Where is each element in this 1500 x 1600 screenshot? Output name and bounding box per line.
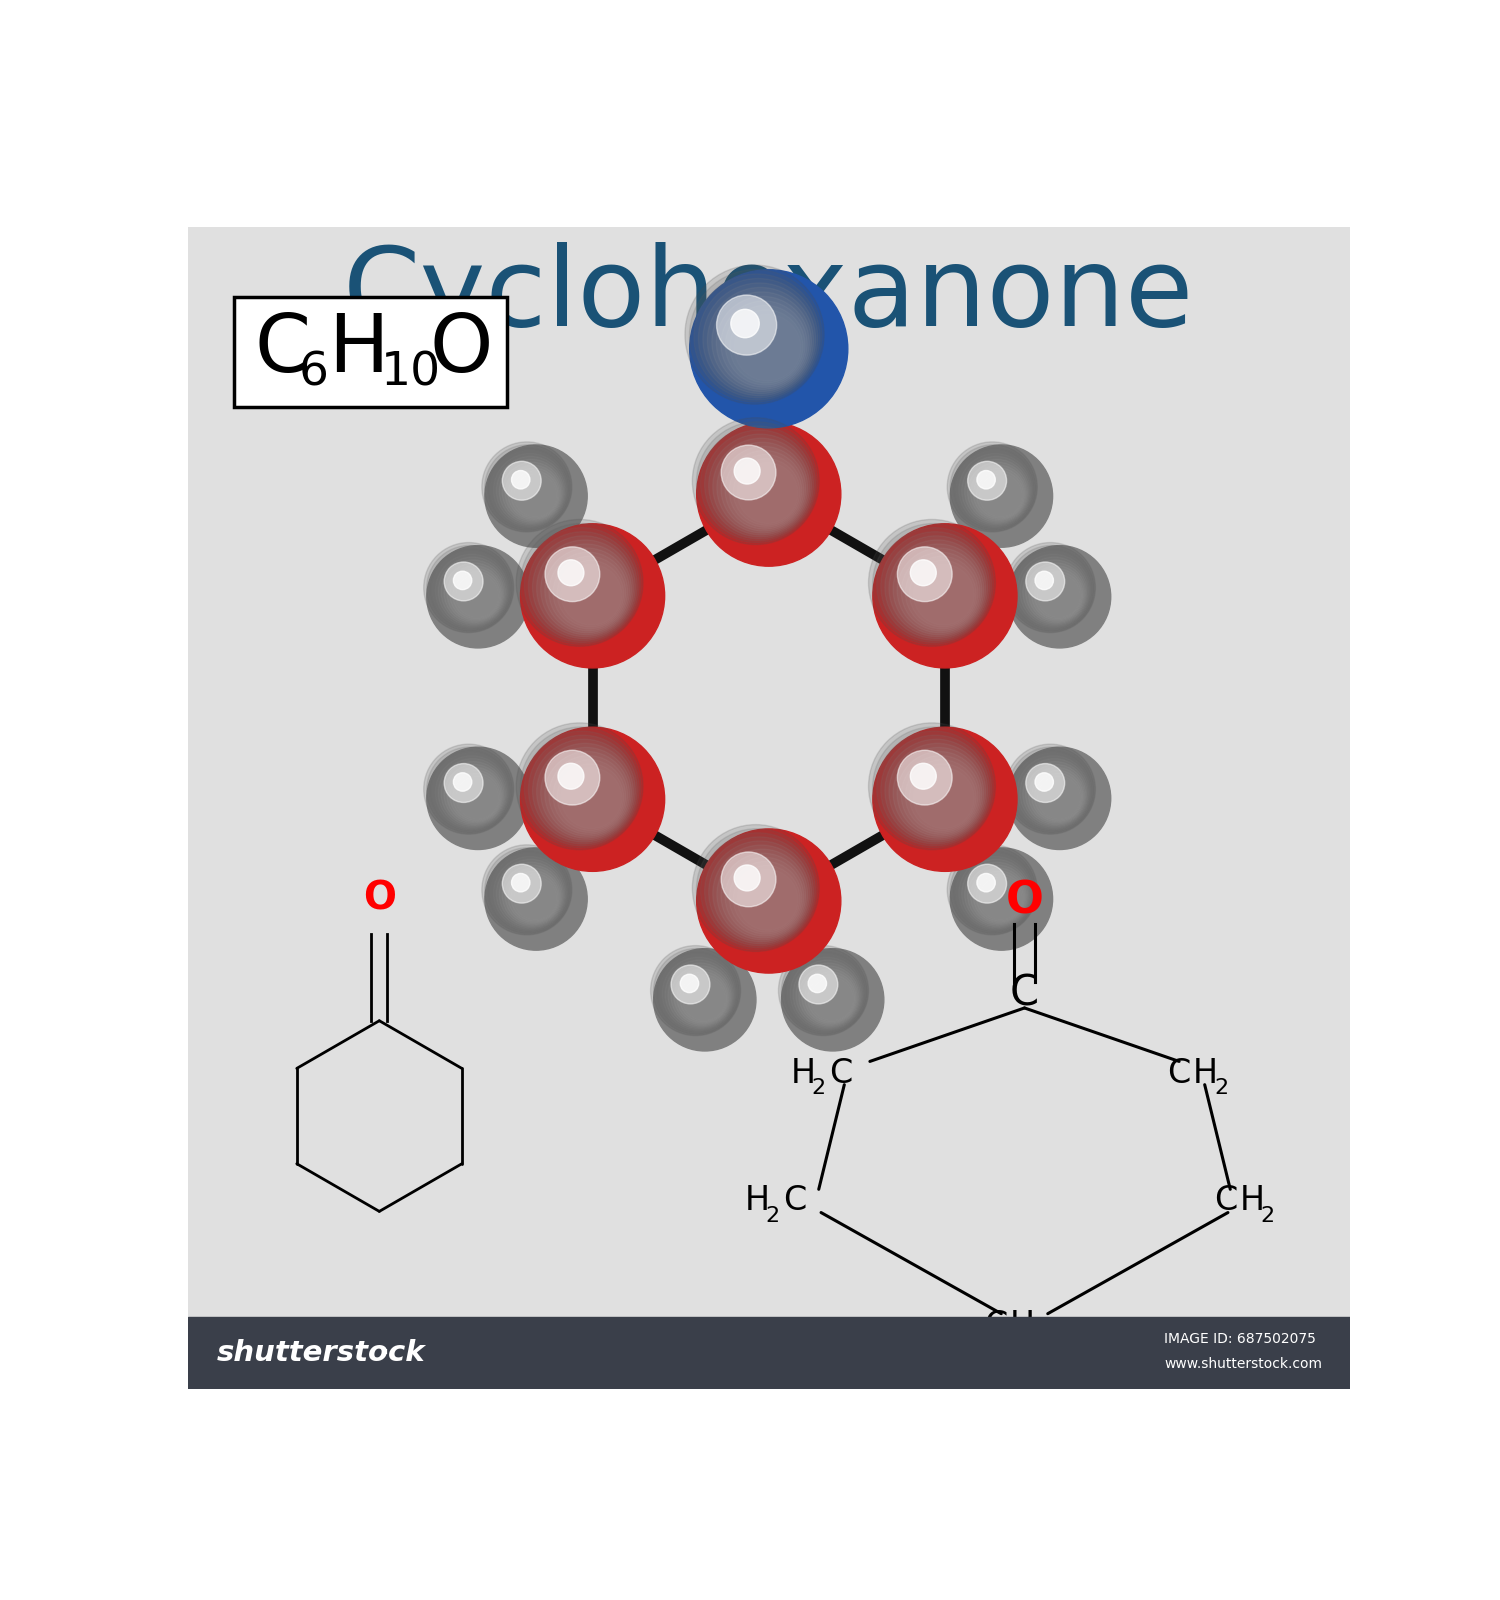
Circle shape (558, 763, 584, 789)
Circle shape (712, 845, 810, 942)
Ellipse shape (552, 595, 986, 974)
Circle shape (1026, 765, 1086, 824)
Ellipse shape (256, 338, 1280, 1232)
Circle shape (516, 520, 644, 646)
Circle shape (782, 949, 867, 1034)
Circle shape (506, 466, 561, 522)
Text: www.shutterstock.com: www.shutterstock.com (1164, 1357, 1322, 1371)
Ellipse shape (489, 541, 1047, 1029)
Circle shape (958, 453, 1032, 526)
Circle shape (712, 291, 812, 392)
Circle shape (426, 747, 513, 832)
Ellipse shape (0, 93, 1500, 1477)
Bar (234, 296, 507, 406)
Ellipse shape (567, 608, 970, 962)
Ellipse shape (0, 53, 1500, 1517)
Circle shape (696, 422, 818, 542)
Circle shape (484, 848, 586, 950)
Text: 2: 2 (812, 1078, 826, 1098)
Circle shape (453, 773, 472, 790)
Circle shape (427, 546, 530, 648)
Circle shape (946, 845, 1036, 934)
Circle shape (1017, 554, 1090, 627)
Text: 2: 2 (1214, 1078, 1228, 1098)
Circle shape (681, 974, 699, 992)
Circle shape (1011, 549, 1092, 630)
Ellipse shape (738, 758, 800, 811)
Circle shape (910, 560, 936, 586)
Ellipse shape (148, 242, 1389, 1328)
Circle shape (503, 461, 542, 501)
Bar (188, 1317, 1350, 1389)
Circle shape (432, 552, 510, 629)
Circle shape (1029, 768, 1084, 824)
Circle shape (794, 960, 861, 1029)
Circle shape (968, 461, 1006, 501)
Circle shape (532, 536, 636, 638)
Circle shape (490, 451, 568, 528)
Ellipse shape (320, 392, 1218, 1178)
Circle shape (897, 750, 952, 805)
Circle shape (1008, 747, 1094, 832)
Text: C: C (1167, 1056, 1191, 1090)
Ellipse shape (350, 419, 1188, 1150)
Text: 10: 10 (381, 350, 441, 395)
Text: C: C (1010, 973, 1040, 1014)
Circle shape (1023, 762, 1088, 826)
Ellipse shape (288, 365, 1250, 1205)
Ellipse shape (675, 704, 861, 866)
Circle shape (441, 560, 506, 624)
Circle shape (897, 547, 952, 602)
Text: H: H (1192, 1056, 1218, 1090)
Circle shape (512, 874, 530, 891)
Text: Cyclohexanone: Cyclohexanone (344, 242, 1194, 349)
Ellipse shape (273, 350, 1264, 1219)
Circle shape (722, 853, 806, 938)
Circle shape (730, 309, 759, 338)
Circle shape (722, 851, 776, 907)
Ellipse shape (0, 26, 1500, 1544)
Text: O: O (363, 880, 396, 917)
Text: C: C (984, 1309, 1006, 1342)
Ellipse shape (366, 432, 1172, 1138)
Circle shape (951, 848, 1053, 950)
Circle shape (722, 446, 806, 531)
Circle shape (784, 952, 865, 1034)
Ellipse shape (396, 459, 1140, 1110)
Circle shape (488, 448, 568, 530)
Text: C: C (830, 1056, 852, 1090)
Ellipse shape (598, 635, 939, 934)
Circle shape (699, 278, 818, 398)
Ellipse shape (102, 202, 1436, 1368)
Circle shape (528, 734, 638, 843)
Circle shape (976, 874, 996, 891)
Circle shape (782, 949, 883, 1051)
Ellipse shape (706, 731, 831, 838)
Ellipse shape (303, 378, 1233, 1192)
Circle shape (801, 968, 858, 1024)
Circle shape (503, 864, 542, 902)
Circle shape (717, 850, 807, 939)
Circle shape (724, 450, 804, 530)
Circle shape (693, 418, 819, 544)
Ellipse shape (9, 120, 1500, 1450)
Circle shape (1005, 744, 1095, 834)
Circle shape (503, 866, 562, 925)
Circle shape (800, 966, 859, 1026)
Circle shape (490, 853, 568, 931)
Circle shape (494, 856, 567, 930)
Circle shape (654, 949, 756, 1051)
Text: C: C (255, 310, 310, 389)
Circle shape (537, 744, 633, 840)
Circle shape (429, 549, 512, 630)
Circle shape (705, 837, 813, 946)
Circle shape (520, 726, 640, 848)
Circle shape (976, 470, 996, 490)
Circle shape (890, 539, 986, 637)
Circle shape (958, 856, 1032, 930)
Circle shape (962, 456, 1030, 525)
Circle shape (532, 739, 636, 842)
Ellipse shape (0, 66, 1500, 1504)
